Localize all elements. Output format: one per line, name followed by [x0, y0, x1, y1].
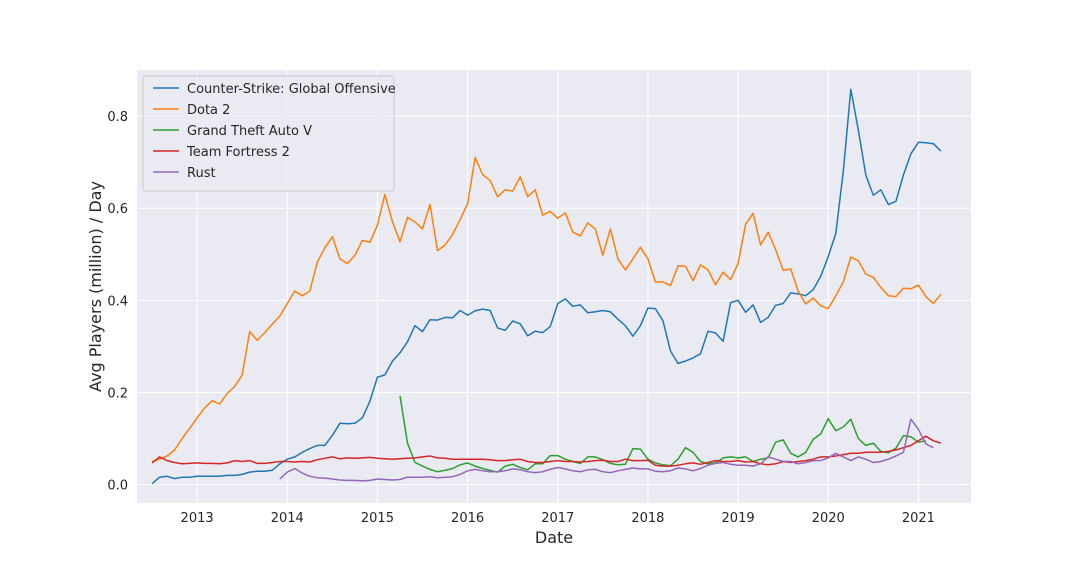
series-lines	[151, 88, 942, 485]
x-tick-label: 2018	[631, 511, 664, 526]
legend-label: Counter-Strike: Global Offensive	[187, 82, 396, 97]
legend-label: Grand Theft Auto V	[187, 124, 312, 139]
y-tick-label: 0.4	[107, 294, 128, 309]
x-tick-label: 2013	[181, 511, 214, 526]
tick-labels: 2013 2014 2015 2016 2017 2018 2019 2020 2021 0.0 0…	[107, 110, 935, 526]
y-tick-label: 0.2	[107, 386, 128, 401]
legend: Counter-Strike: Global Offensive Dota 2 Gr…	[142, 75, 396, 192]
series-line-4	[151, 435, 942, 467]
legend-box	[142, 75, 395, 192]
x-tick-label: 2021	[902, 511, 935, 526]
series-line-5	[279, 418, 934, 482]
y-axis-label: Avg Players (million) / Day	[86, 181, 105, 392]
x-tick-label: 2020	[812, 511, 845, 526]
y-tick-label: 0.6	[107, 202, 128, 217]
legend-label: Rust	[187, 166, 216, 181]
x-tick-label: 2016	[451, 511, 484, 526]
series-line-2	[151, 156, 942, 463]
legend-label: Team Fortress 2	[186, 145, 290, 160]
series-line-3	[399, 395, 927, 473]
y-tick-label: 0.0	[107, 479, 128, 494]
x-tick-label: 2015	[361, 511, 394, 526]
legend-label: Dota 2	[187, 103, 230, 118]
x-tick-label: 2017	[541, 511, 574, 526]
x-tick-label: 2019	[722, 511, 755, 526]
x-tick-label: 2014	[271, 511, 304, 526]
y-tick-label: 0.8	[107, 110, 128, 125]
x-axis-label: Date	[535, 528, 573, 547]
